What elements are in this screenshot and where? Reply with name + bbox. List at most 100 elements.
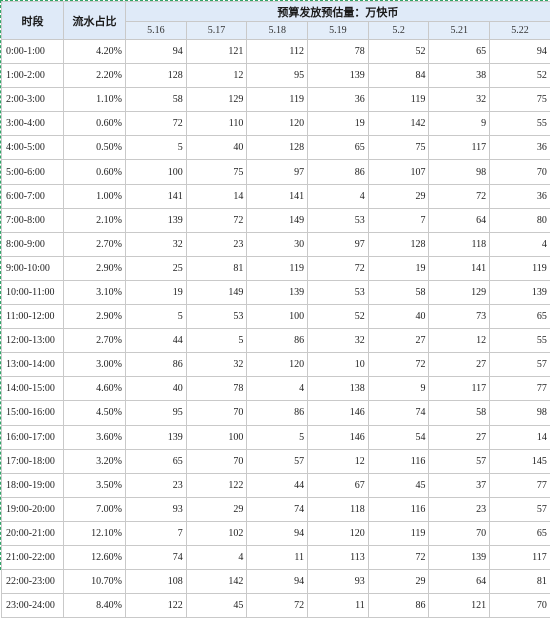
- cell-value[interactable]: 108: [126, 570, 187, 594]
- cell-time[interactable]: 10:00-11:00: [2, 280, 64, 304]
- cell-value[interactable]: 81: [186, 256, 247, 280]
- cell-share[interactable]: 2.90%: [64, 256, 126, 280]
- cell-value[interactable]: 45: [186, 594, 247, 618]
- cell-value[interactable]: 30: [247, 232, 308, 256]
- cell-value[interactable]: 141: [126, 184, 187, 208]
- cell-value[interactable]: 100: [247, 305, 308, 329]
- cell-value[interactable]: 107: [368, 160, 429, 184]
- cell-time[interactable]: 5:00-6:00: [2, 160, 64, 184]
- cell-value[interactable]: 5: [247, 425, 308, 449]
- cell-time[interactable]: 6:00-7:00: [2, 184, 64, 208]
- cell-value[interactable]: 57: [247, 449, 308, 473]
- cell-share[interactable]: 4.60%: [64, 377, 126, 401]
- cell-value[interactable]: 53: [308, 208, 369, 232]
- cell-value[interactable]: 65: [490, 521, 550, 545]
- cell-time[interactable]: 23:00-24:00: [2, 594, 64, 618]
- cell-value[interactable]: 27: [429, 425, 490, 449]
- cell-share[interactable]: 7.00%: [64, 497, 126, 521]
- cell-value[interactable]: 73: [429, 305, 490, 329]
- cell-value[interactable]: 72: [368, 353, 429, 377]
- cell-value[interactable]: 72: [247, 594, 308, 618]
- cell-value[interactable]: 139: [126, 425, 187, 449]
- cell-time[interactable]: 9:00-10:00: [2, 256, 64, 280]
- cell-time[interactable]: 13:00-14:00: [2, 353, 64, 377]
- cell-value[interactable]: 12: [186, 64, 247, 88]
- cell-value[interactable]: 4: [247, 377, 308, 401]
- cell-share[interactable]: 1.00%: [64, 184, 126, 208]
- cell-value[interactable]: 119: [490, 256, 550, 280]
- cell-value[interactable]: 55: [490, 112, 550, 136]
- cell-value[interactable]: 5: [126, 305, 187, 329]
- cell-value[interactable]: 139: [490, 280, 550, 304]
- cell-value[interactable]: 10: [308, 353, 369, 377]
- cell-value[interactable]: 118: [429, 232, 490, 256]
- cell-time[interactable]: 4:00-5:00: [2, 136, 64, 160]
- header-date[interactable]: 5.17: [186, 22, 247, 40]
- cell-value[interactable]: 121: [429, 594, 490, 618]
- cell-value[interactable]: 40: [368, 305, 429, 329]
- cell-value[interactable]: 94: [247, 570, 308, 594]
- cell-time[interactable]: 1:00-2:00: [2, 64, 64, 88]
- cell-value[interactable]: 25: [126, 256, 187, 280]
- cell-value[interactable]: 86: [368, 594, 429, 618]
- cell-value[interactable]: 119: [368, 521, 429, 545]
- cell-value[interactable]: 116: [368, 449, 429, 473]
- cell-value[interactable]: 19: [368, 256, 429, 280]
- header-date[interactable]: 5.21: [429, 22, 490, 40]
- cell-value[interactable]: 149: [247, 208, 308, 232]
- cell-value[interactable]: 72: [126, 112, 187, 136]
- cell-value[interactable]: 77: [490, 377, 550, 401]
- cell-value[interactable]: 86: [247, 329, 308, 353]
- cell-share[interactable]: 3.60%: [64, 425, 126, 449]
- cell-value[interactable]: 142: [368, 112, 429, 136]
- cell-value[interactable]: 100: [126, 160, 187, 184]
- cell-share[interactable]: 0.50%: [64, 136, 126, 160]
- header-date[interactable]: 5.18: [247, 22, 308, 40]
- cell-value[interactable]: 149: [186, 280, 247, 304]
- cell-value[interactable]: 72: [186, 208, 247, 232]
- cell-value[interactable]: 70: [186, 449, 247, 473]
- cell-value[interactable]: 14: [186, 184, 247, 208]
- cell-value[interactable]: 12: [308, 449, 369, 473]
- cell-value[interactable]: 117: [490, 545, 550, 569]
- cell-value[interactable]: 95: [126, 401, 187, 425]
- cell-time[interactable]: 12:00-13:00: [2, 329, 64, 353]
- cell-value[interactable]: 102: [186, 521, 247, 545]
- cell-value[interactable]: 86: [126, 353, 187, 377]
- cell-value[interactable]: 4: [490, 232, 550, 256]
- cell-value[interactable]: 32: [186, 353, 247, 377]
- cell-value[interactable]: 9: [429, 112, 490, 136]
- cell-value[interactable]: 75: [186, 160, 247, 184]
- cell-value[interactable]: 19: [126, 280, 187, 304]
- cell-share[interactable]: 3.20%: [64, 449, 126, 473]
- header-share[interactable]: 流水占比: [64, 2, 126, 40]
- cell-value[interactable]: 58: [126, 88, 187, 112]
- cell-value[interactable]: 58: [429, 401, 490, 425]
- cell-value[interactable]: 128: [126, 64, 187, 88]
- cell-value[interactable]: 72: [308, 256, 369, 280]
- cell-share[interactable]: 2.90%: [64, 305, 126, 329]
- cell-value[interactable]: 146: [308, 425, 369, 449]
- cell-value[interactable]: 119: [247, 256, 308, 280]
- cell-time[interactable]: 15:00-16:00: [2, 401, 64, 425]
- cell-value[interactable]: 120: [247, 112, 308, 136]
- cell-value[interactable]: 57: [490, 497, 550, 521]
- cell-time[interactable]: 2:00-3:00: [2, 88, 64, 112]
- cell-value[interactable]: 64: [429, 208, 490, 232]
- cell-value[interactable]: 65: [490, 305, 550, 329]
- cell-value[interactable]: 29: [368, 570, 429, 594]
- cell-value[interactable]: 112: [247, 40, 308, 64]
- cell-value[interactable]: 64: [429, 570, 490, 594]
- cell-value[interactable]: 55: [490, 329, 550, 353]
- cell-value[interactable]: 40: [126, 377, 187, 401]
- cell-value[interactable]: 36: [490, 184, 550, 208]
- cell-value[interactable]: 7: [126, 521, 187, 545]
- cell-value[interactable]: 7: [368, 208, 429, 232]
- cell-value[interactable]: 53: [308, 280, 369, 304]
- cell-value[interactable]: 128: [247, 136, 308, 160]
- cell-value[interactable]: 12: [429, 329, 490, 353]
- cell-time[interactable]: 7:00-8:00: [2, 208, 64, 232]
- cell-value[interactable]: 122: [126, 594, 187, 618]
- cell-value[interactable]: 65: [429, 40, 490, 64]
- cell-value[interactable]: 53: [186, 305, 247, 329]
